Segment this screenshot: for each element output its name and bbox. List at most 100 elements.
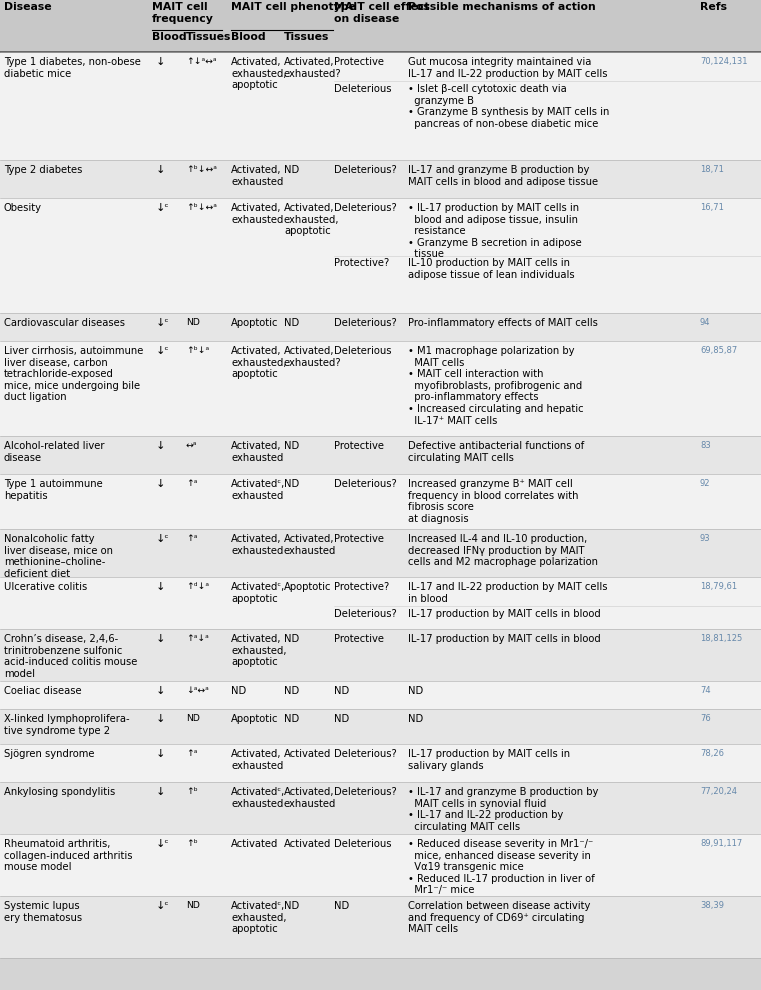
Text: ↑ᵇ↓↔ᵃ: ↑ᵇ↓↔ᵃ (186, 203, 217, 212)
Text: ND: ND (284, 165, 299, 175)
Text: ↓: ↓ (156, 479, 165, 489)
Text: Activated,
exhausted?: Activated, exhausted? (284, 346, 342, 367)
Text: X-linked lymphoprolifera-
tive syndrome type 2: X-linked lymphoprolifera- tive syndrome … (4, 714, 129, 736)
Text: Cardiovascular diseases: Cardiovascular diseases (4, 318, 125, 328)
Text: Tissues: Tissues (284, 32, 330, 42)
Text: Activated: Activated (231, 839, 279, 849)
Text: Activated,
exhausted: Activated, exhausted (231, 441, 283, 462)
Text: ND: ND (186, 318, 200, 327)
Text: Protective: Protective (334, 634, 384, 644)
Text: ↑ᵈ↓ᵃ: ↑ᵈ↓ᵃ (186, 582, 209, 591)
Text: ↑ᵇ↓↔ᵃ: ↑ᵇ↓↔ᵃ (186, 165, 217, 174)
Text: Liver cirrhosis, autoimmune
liver disease, carbon
tetrachloride-exposed
mice, mi: Liver cirrhosis, autoimmune liver diseas… (4, 346, 143, 402)
Text: ↑ᵇ: ↑ᵇ (186, 787, 198, 796)
Text: Activated,
exhausted: Activated, exhausted (231, 749, 283, 770)
Text: Activated,
exhausted,
apoptotic: Activated, exhausted, apoptotic (231, 346, 286, 379)
Text: Deleterious?: Deleterious? (334, 165, 396, 175)
Text: IL-17 production by MAIT cells in
salivary glands: IL-17 production by MAIT cells in saliva… (408, 749, 570, 770)
Text: ND: ND (186, 901, 200, 910)
Text: ↓: ↓ (156, 582, 165, 592)
Text: • IL-17 production by MAIT cells in
  blood and adipose tissue, insulin
  resist: • IL-17 production by MAIT cells in bloo… (408, 203, 581, 259)
Bar (0, 0, 761, 52)
Text: ↓: ↓ (156, 714, 165, 724)
Text: Ankylosing spondylitis: Ankylosing spondylitis (4, 787, 115, 797)
Text: ↓: ↓ (156, 749, 165, 759)
Bar (0, 529, 761, 577)
Text: Activated: Activated (284, 749, 331, 759)
Text: Activated: Activated (284, 839, 331, 849)
Bar (0, 313, 761, 341)
Text: 93: 93 (700, 534, 711, 543)
Text: IL-17 and IL-22 production by MAIT cells
in blood: IL-17 and IL-22 production by MAIT cells… (408, 582, 607, 604)
Text: 69,85,87: 69,85,87 (700, 346, 737, 355)
Text: Deleterious?: Deleterious? (334, 749, 396, 759)
Text: IL-10 production by MAIT cells in
adipose tissue of lean individuals: IL-10 production by MAIT cells in adipos… (408, 258, 575, 280)
Text: Deleterious?: Deleterious? (334, 203, 396, 213)
Text: ↑ᵇ: ↑ᵇ (186, 839, 198, 848)
Bar (0, 577, 761, 629)
Text: ND: ND (284, 441, 299, 451)
Text: Deleterious?: Deleterious? (334, 787, 396, 797)
Text: Blood: Blood (152, 32, 186, 42)
Text: ↑ᵃ: ↑ᵃ (186, 534, 197, 543)
Text: Activatedᶜ,
exhausted: Activatedᶜ, exhausted (231, 479, 285, 501)
Bar (0, 744, 761, 782)
Text: Tissues: Tissues (186, 32, 231, 42)
Text: ND: ND (284, 686, 299, 696)
Text: ↓: ↓ (156, 57, 165, 67)
Bar (0, 782, 761, 834)
Text: ND: ND (334, 714, 349, 724)
Text: • Reduced disease severity in Mr1⁻/⁻
  mice, enhanced disease severity in
  Vα19: • Reduced disease severity in Mr1⁻/⁻ mic… (408, 839, 595, 895)
Text: Obesity: Obesity (4, 203, 42, 213)
Text: ↓: ↓ (156, 787, 165, 797)
Text: Blood: Blood (231, 32, 266, 42)
Text: Activated,
exhausted,
apoptotic: Activated, exhausted, apoptotic (231, 57, 286, 90)
Text: Deleterious?: Deleterious? (334, 318, 396, 328)
Text: ↑ᵃ: ↑ᵃ (186, 479, 197, 488)
Text: IL-17 and granzyme B production by
MAIT cells in blood and adipose tissue: IL-17 and granzyme B production by MAIT … (408, 165, 598, 186)
Text: • M1 macrophage polarization by
  MAIT cells
• MAIT cell interaction with
  myof: • M1 macrophage polarization by MAIT cel… (408, 346, 584, 426)
Bar (0, 681, 761, 709)
Text: Apoptotic: Apoptotic (231, 318, 279, 328)
Text: Activatedᶜ,
apoptotic: Activatedᶜ, apoptotic (231, 582, 285, 604)
Text: Sjögren syndrome: Sjögren syndrome (4, 749, 94, 759)
Bar (0, 198, 761, 313)
Text: Activated,
exhausted,
apoptotic: Activated, exhausted, apoptotic (284, 203, 339, 237)
Text: Deleterious?: Deleterious? (334, 479, 396, 489)
Text: Deleterious: Deleterious (334, 346, 391, 356)
Text: Protective?: Protective? (334, 582, 389, 592)
Text: ND: ND (284, 714, 299, 724)
Text: Defective antibacterial functions of
circulating MAIT cells: Defective antibacterial functions of cir… (408, 441, 584, 462)
Text: ↓ᵃ↔ᵃ: ↓ᵃ↔ᵃ (186, 686, 209, 695)
Text: ND: ND (334, 686, 349, 696)
Bar (0, 341, 761, 436)
Text: ↓: ↓ (156, 165, 165, 175)
Text: 16,71: 16,71 (700, 203, 724, 212)
Text: IL-17 production by MAIT cells in blood: IL-17 production by MAIT cells in blood (408, 609, 600, 619)
Text: Possible mechanisms of action: Possible mechanisms of action (408, 2, 596, 12)
Text: ↓ᶜ: ↓ᶜ (156, 839, 170, 849)
Text: Type 1 diabetes, non-obese
diabetic mice: Type 1 diabetes, non-obese diabetic mice (4, 57, 141, 78)
Text: ND: ND (284, 634, 299, 644)
Text: IL-17 production by MAIT cells in blood: IL-17 production by MAIT cells in blood (408, 634, 600, 644)
Text: ↑↓ᵃ↔ᵃ: ↑↓ᵃ↔ᵃ (186, 57, 216, 66)
Text: Protective: Protective (334, 441, 384, 451)
Text: • Islet β-cell cytotoxic death via
  granzyme B
• Granzyme B synthesis by MAIT c: • Islet β-cell cytotoxic death via granz… (408, 84, 610, 129)
Text: ↓ᶜ: ↓ᶜ (156, 346, 170, 356)
Text: Protective?: Protective? (334, 258, 389, 268)
Text: 76: 76 (700, 714, 711, 723)
Text: ↓ᶜ: ↓ᶜ (156, 318, 170, 328)
Text: MAIT cell effect
on disease: MAIT cell effect on disease (334, 2, 429, 24)
Text: ND: ND (284, 901, 299, 911)
Text: Activated,
exhausted?: Activated, exhausted? (284, 57, 342, 78)
Text: Deleterious: Deleterious (334, 84, 391, 94)
Text: Deleterious: Deleterious (334, 839, 391, 849)
Text: ND: ND (408, 686, 423, 696)
Text: ↓ᶜ: ↓ᶜ (156, 534, 170, 544)
Text: ↑ᵃ: ↑ᵃ (186, 749, 197, 758)
Bar (0, 896, 761, 958)
Text: Ulcerative colitis: Ulcerative colitis (4, 582, 88, 592)
Bar (0, 436, 761, 474)
Text: Activated,
exhausted: Activated, exhausted (231, 165, 283, 186)
Text: ↓ᶜ: ↓ᶜ (156, 901, 170, 911)
